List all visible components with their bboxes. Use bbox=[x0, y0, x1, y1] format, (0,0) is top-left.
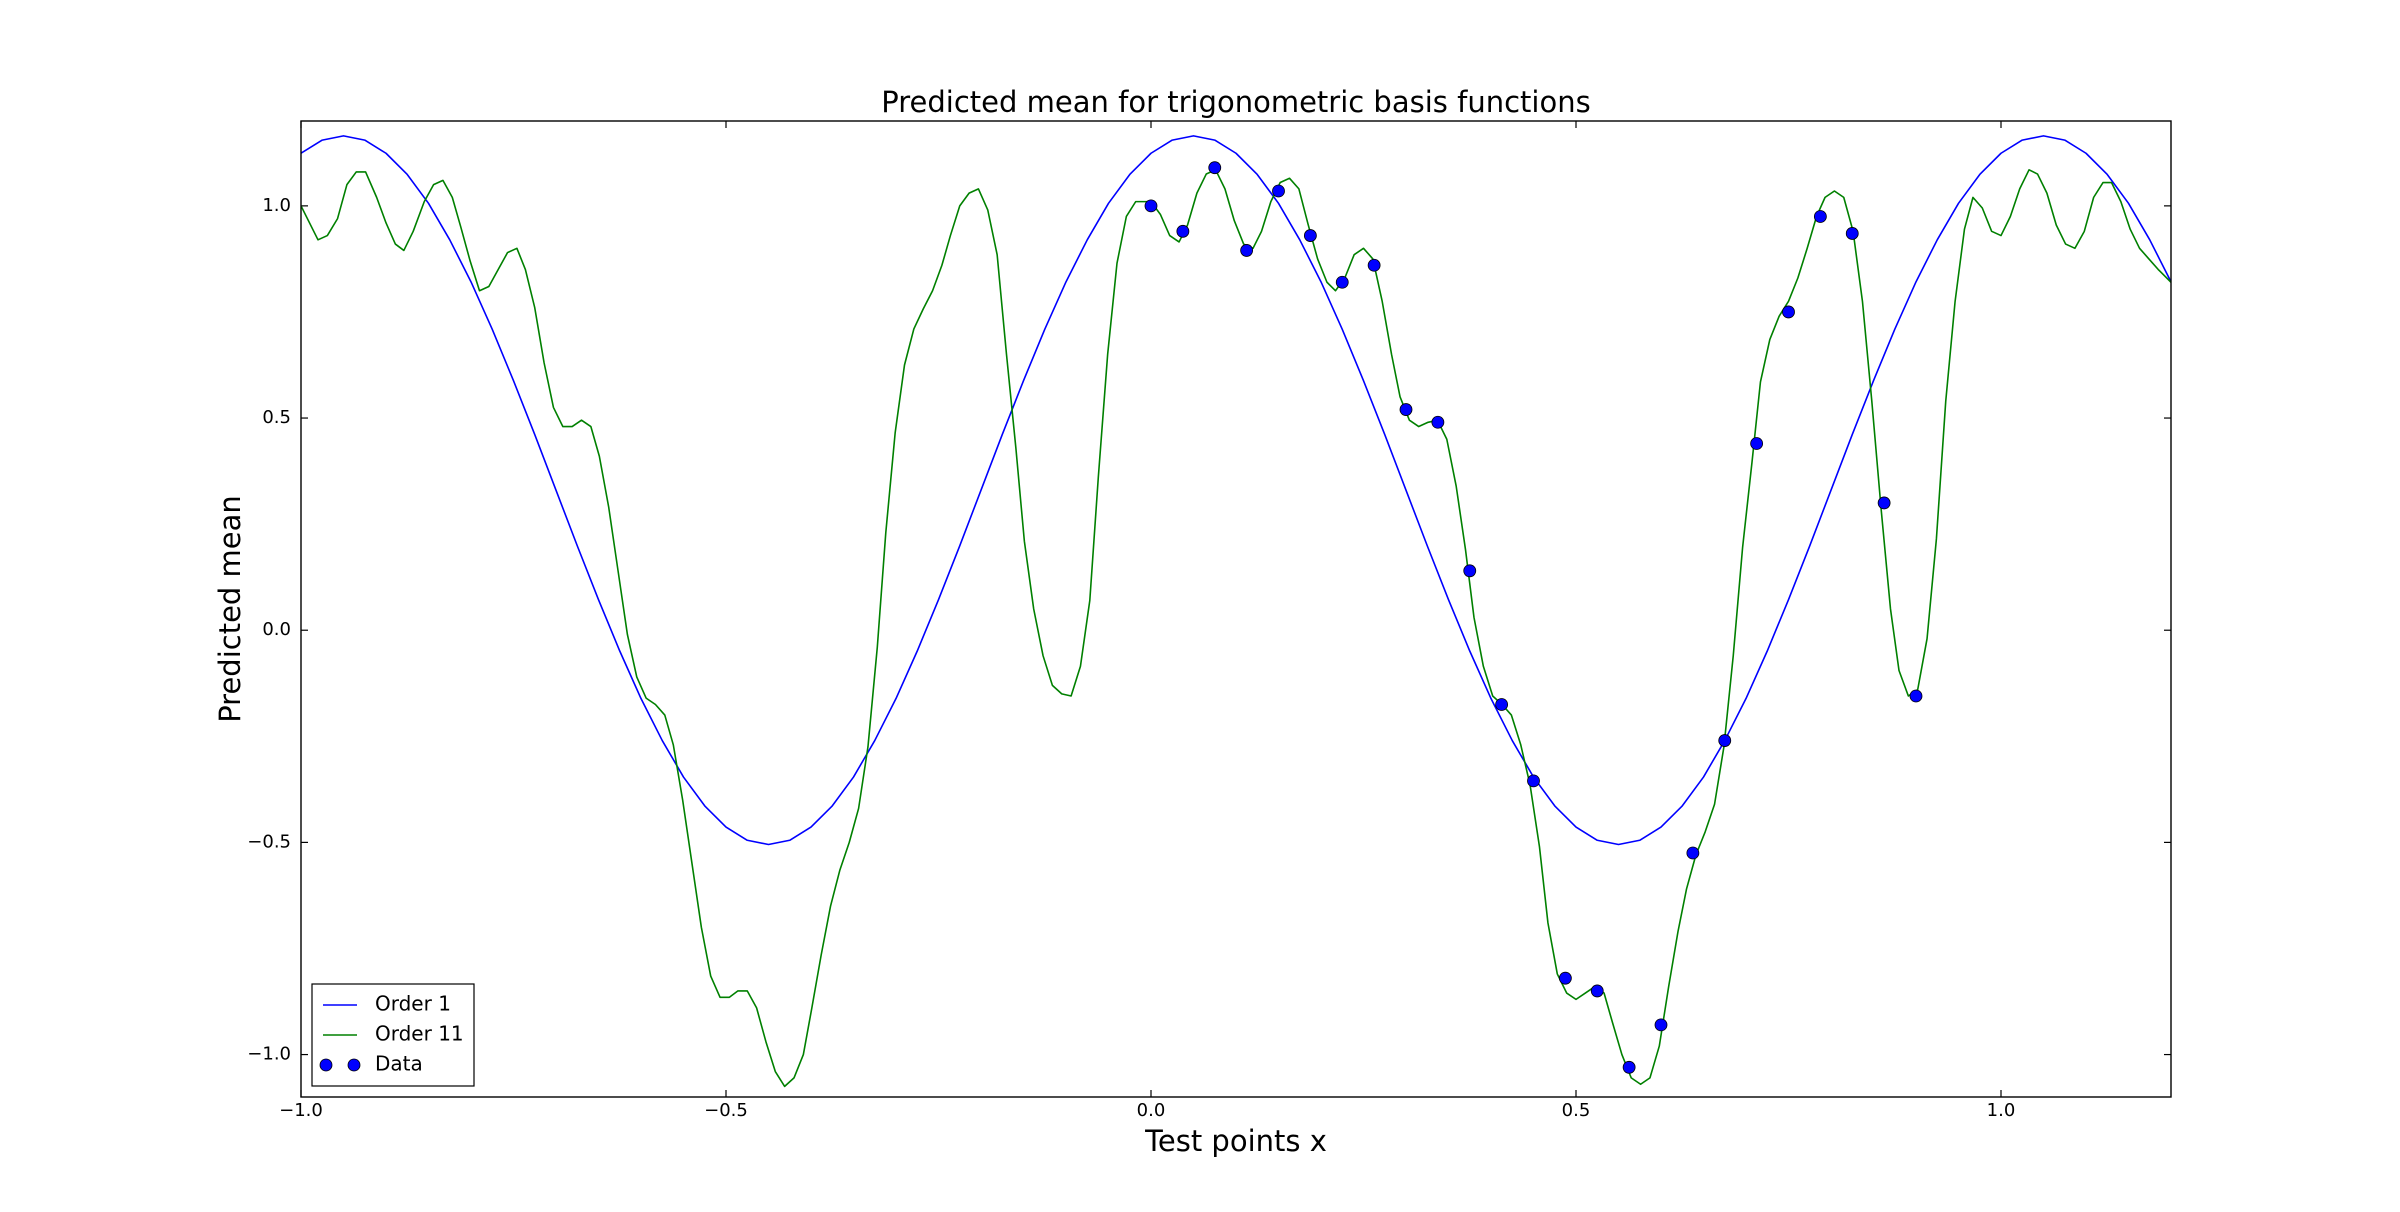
data-point bbox=[1782, 305, 1795, 319]
data-point bbox=[1909, 689, 1923, 703]
data-point bbox=[1335, 275, 1349, 289]
data-point bbox=[1718, 734, 1732, 747]
x-tick-label: 0.0 bbox=[1137, 1100, 1166, 1121]
data-point bbox=[1463, 564, 1477, 578]
y-tick-label: 0.5 bbox=[262, 407, 291, 428]
legend-label: Data bbox=[375, 1052, 423, 1076]
plot-area bbox=[301, 135, 2171, 1088]
data-point bbox=[1558, 971, 1572, 985]
y-tick-label: 1.0 bbox=[262, 195, 291, 216]
data-point bbox=[1813, 210, 1827, 223]
series-line bbox=[301, 169, 2171, 1088]
data-point bbox=[1144, 199, 1158, 213]
data-point bbox=[1208, 161, 1222, 175]
data-point bbox=[1845, 227, 1859, 240]
legend-marker bbox=[347, 1058, 361, 1072]
y-tick-label: −0.5 bbox=[247, 831, 291, 852]
data-point bbox=[1590, 984, 1604, 998]
x-axis-label: Test points x bbox=[1144, 1124, 1327, 1158]
x-tick-label: −0.5 bbox=[704, 1100, 748, 1121]
x-tick-label: 1.0 bbox=[1987, 1100, 2016, 1121]
data-point bbox=[1240, 244, 1254, 257]
x-tick-label: −1.0 bbox=[279, 1100, 323, 1121]
data-point bbox=[1399, 403, 1413, 416]
data-point bbox=[1877, 496, 1891, 510]
data-point bbox=[1686, 846, 1700, 860]
data-point bbox=[1367, 258, 1381, 272]
x-tick-label: 0.5 bbox=[1562, 1100, 1591, 1121]
data-point bbox=[1622, 1060, 1636, 1074]
data-point bbox=[1750, 437, 1764, 450]
legend-label: Order 1 bbox=[375, 992, 451, 1016]
legend-marker bbox=[319, 1058, 333, 1072]
y-axis-label: Predicted mean bbox=[213, 495, 247, 723]
y-tick-label: −1.0 bbox=[247, 1044, 291, 1065]
data-point bbox=[1176, 224, 1190, 238]
chart-title: Predicted mean for trigonometric basis f… bbox=[881, 85, 1590, 119]
data-point bbox=[1303, 229, 1317, 242]
data-point bbox=[1527, 774, 1540, 788]
data-point bbox=[1431, 415, 1445, 429]
data-point bbox=[1495, 698, 1509, 711]
series-line bbox=[301, 135, 2171, 846]
plot-frame bbox=[300, 120, 2172, 1098]
legend-label: Order 11 bbox=[375, 1022, 464, 1046]
data-point bbox=[1272, 184, 1285, 198]
y-tick-label: 0.0 bbox=[262, 619, 291, 640]
data-point bbox=[1654, 1018, 1668, 1032]
